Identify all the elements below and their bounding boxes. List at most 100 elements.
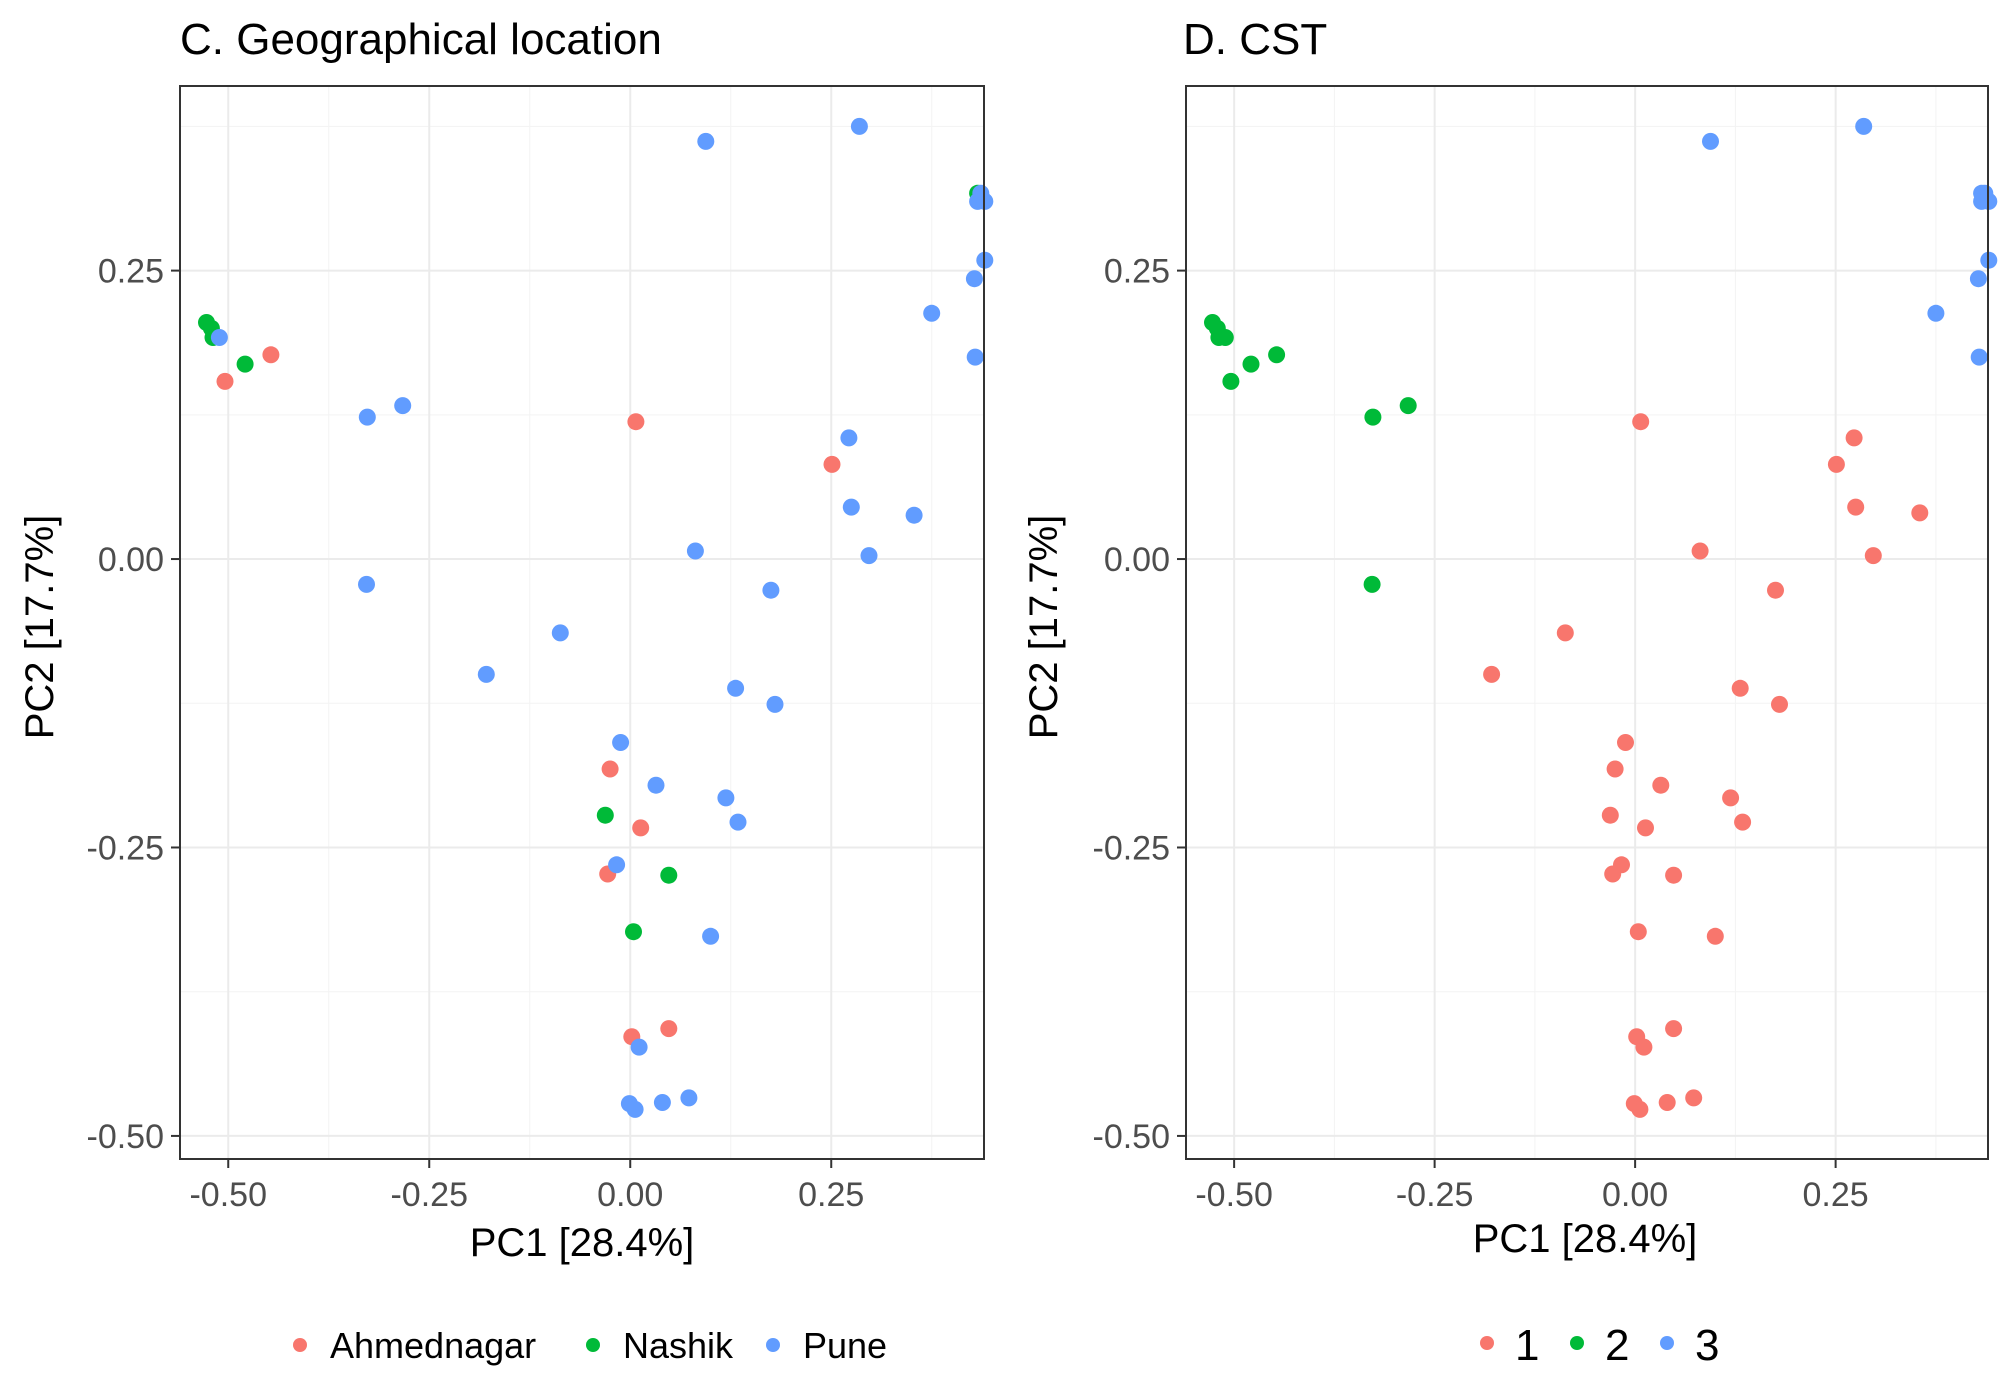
data-point [1632,413,1650,431]
x-tick-label: 0.00 [597,1176,663,1214]
legend-key-pune [766,1338,780,1352]
data-point [966,348,984,366]
data-point [766,695,784,713]
x-tick-label: -0.50 [1195,1176,1273,1214]
data-point [1864,547,1882,565]
data-point [729,813,747,831]
data-point [477,665,495,683]
data-point [626,1100,644,1118]
x-tick-label: 0.25 [1803,1176,1869,1214]
series-1 [1483,413,1929,1118]
legend-label-ahmednagar: Ahmednagar [330,1325,536,1366]
legend-label-pune: Pune [803,1325,887,1366]
y-tick-label: 0.00 [98,541,164,579]
data-point [1685,1089,1703,1107]
x-tick-label: -0.25 [1396,1176,1474,1214]
series-2 [1204,314,1417,593]
legend-key-ahmednagar [293,1338,307,1352]
y-tick-label: 0.00 [1104,541,1170,579]
y-tick-label: -0.25 [1093,829,1171,867]
data-point [612,734,630,751]
data-point [1617,734,1634,751]
data-point [965,270,983,288]
data-point [1927,304,1945,322]
data-point [1658,1094,1676,1111]
data-point [1827,455,1845,473]
data-point [632,819,650,837]
data-point [1731,679,1749,697]
data-point [653,1094,671,1111]
y-tick-label: -0.50 [1093,1118,1171,1156]
y-axis-title: PC2 [17.7%] [1022,515,1066,740]
data-point [1855,117,1873,135]
data-point [823,455,841,473]
data-point [358,408,376,426]
data-point [1665,1020,1683,1038]
data-point [680,1089,698,1107]
data-point [727,679,745,697]
data-point [1847,498,1865,516]
data-point [686,542,704,560]
data-point [1242,355,1260,373]
data-point [1702,132,1719,150]
data-point [1606,760,1624,778]
data-point [1771,695,1788,713]
data-point [1399,397,1417,415]
plot-background [180,86,984,1159]
legend-key-2 [1570,1336,1584,1350]
data-point [1363,575,1381,593]
panel-title: C. Geographical location [180,15,662,64]
data-point [1706,927,1724,945]
data-point [1691,542,1709,560]
data-point [625,923,642,941]
data-point [551,624,569,642]
y-tick-label: -0.25 [87,829,165,867]
plot-area: -0.50 -0.25 0.00 0.25 -0.50 -0.25 0.00 0.25 [87,85,994,1214]
data-point [1969,270,1987,288]
data-point [1216,329,1234,346]
plot-background [1186,86,1988,1159]
data-point [236,355,254,373]
panel-title: D. CST [1183,15,1327,64]
data-point [850,117,868,135]
data-point [842,498,860,516]
x-axis-title: PC1 [28.4%] [1473,1217,1698,1261]
plot-border [1185,85,1989,1160]
data-point [1734,813,1752,831]
data-point [1629,923,1647,941]
data-point [1652,776,1670,794]
legend-key-1 [1480,1336,1494,1350]
panel-cst: D. CST -0.50 -0.25 0.00 0.25 -0.50 -0.25 0.00 0… [1022,15,1998,1370]
y-tick-label: -0.50 [87,1118,165,1156]
data-point [216,372,234,390]
x-tick-label: -0.25 [390,1176,468,1214]
data-point [923,304,941,322]
data-point [840,429,858,447]
series-ahmednagar [216,346,841,1046]
legend: 1 2 3 [1480,1321,1719,1370]
data-point [660,866,678,884]
legend-label-nashik: Nashik [623,1325,734,1366]
y-axis-title: PC2 [17.7%] [18,515,62,740]
data-point [1604,865,1622,883]
y-tick-label: 0.25 [1104,253,1170,291]
series-3 [1702,117,1998,366]
data-point [1722,789,1740,807]
data-point [394,397,412,415]
data-point [1635,1038,1653,1056]
data-point [717,789,735,807]
data-point [905,506,923,524]
x-tick-label: -0.50 [189,1176,267,1214]
legend-label-2: 2 [1605,1321,1629,1370]
data-point [1556,624,1574,642]
data-point [1483,665,1501,683]
x-axis-title: PC1 [28.4%] [470,1221,695,1265]
data-point [1767,581,1784,599]
data-point [762,581,780,599]
legend-key-nashik [586,1338,600,1352]
data-point [1845,429,1863,447]
data-point [1911,504,1929,522]
data-point [1637,819,1654,837]
plot-area: -0.50 -0.25 0.00 0.25 -0.50 -0.25 0.00 0.25 [1093,85,1998,1214]
